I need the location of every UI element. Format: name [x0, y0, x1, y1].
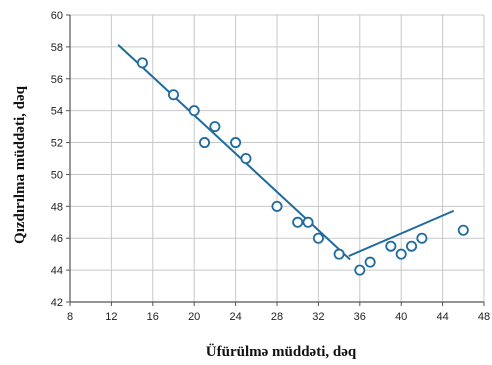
- data-point: [364, 256, 376, 268]
- data-point: [209, 121, 221, 133]
- data-point: [385, 240, 397, 252]
- data-point: [395, 248, 407, 260]
- x-tick-label: 32: [312, 311, 324, 323]
- x-tick-label: 36: [354, 311, 366, 323]
- data-point: [188, 105, 200, 117]
- x-tick-label: 40: [395, 311, 407, 323]
- trend-lines: [117, 44, 454, 260]
- data-point: [333, 248, 345, 260]
- data-point: [136, 57, 148, 69]
- y-tick-label: 52: [51, 138, 63, 150]
- y-tick-label: 48: [51, 201, 63, 213]
- data-point: [292, 216, 304, 228]
- data-point: [230, 137, 242, 149]
- x-tick-label: 44: [436, 311, 448, 323]
- x-tick-label: 20: [188, 311, 200, 323]
- x-tick-label: 8: [67, 311, 73, 323]
- x-tick-label: 28: [271, 311, 283, 323]
- data-point: [312, 232, 324, 244]
- data-point: [240, 152, 252, 164]
- y-tick-label: 42: [51, 297, 63, 309]
- y-tick-label: 46: [51, 233, 63, 245]
- y-tick-label: 44: [51, 265, 63, 277]
- tick-labels: 8 12 16 20 24 28 32 36 40 44 48 42 44 46 48 50 52 54 56 58 6…: [51, 10, 490, 323]
- data-point: [416, 232, 428, 244]
- y-tick-label: 50: [51, 169, 63, 181]
- x-tick-label: 16: [147, 311, 159, 323]
- x-tick-label: 12: [105, 311, 117, 323]
- y-tick-label: 58: [51, 42, 63, 54]
- data-point: [302, 216, 314, 228]
- data-point: [457, 224, 469, 236]
- y-tick-label: 54: [51, 106, 63, 118]
- data-point: [271, 200, 283, 212]
- x-tick-label: 48: [478, 311, 490, 323]
- x-tick-label: 24: [229, 311, 241, 323]
- y-tick-label: 60: [51, 10, 63, 22]
- data-point: [199, 137, 211, 149]
- data-points: [136, 57, 469, 276]
- y-tick-label: 56: [51, 74, 63, 86]
- data-point: [406, 240, 418, 252]
- axes: [66, 14, 485, 306]
- data-point: [354, 264, 366, 276]
- y-axis-title: Qızdırılma müddəti, dəq: [12, 85, 28, 244]
- trend-line: [348, 210, 454, 257]
- x-axis-title: Üfürülmə müddəti, dəq: [206, 343, 357, 360]
- data-point: [167, 89, 179, 101]
